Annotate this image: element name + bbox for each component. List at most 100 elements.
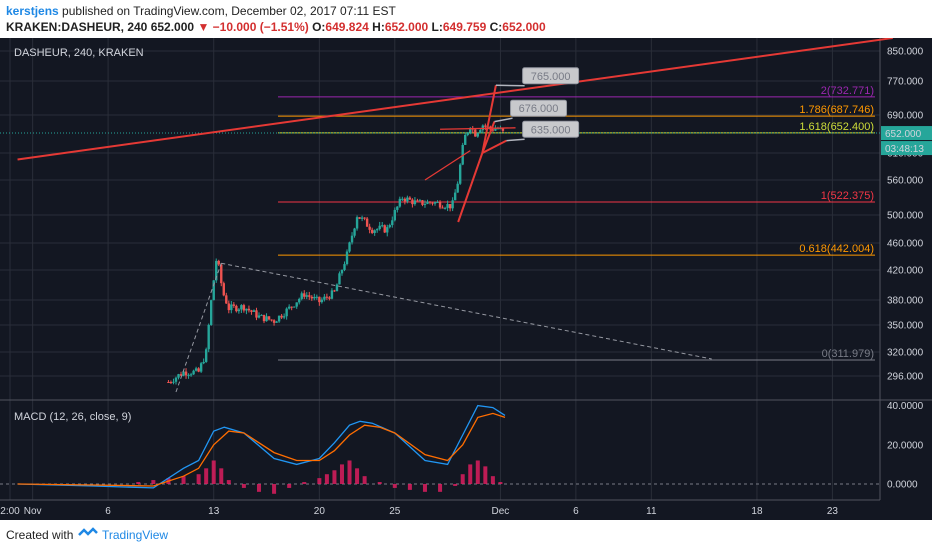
candle-body [227,303,231,311]
candle-body [363,217,366,219]
candle-body [313,296,316,299]
candle-body [272,320,276,323]
fib-label-1: 1(522.375) [821,190,874,202]
price-tick-label: 296.000 [887,372,924,383]
tradingview-link[interactable]: TradingView [102,528,169,542]
fib-label-2: 2(732.771) [821,85,874,97]
fib-label-1.786: 1.786(687.746) [799,104,874,116]
macd-histogram-bar [407,484,412,490]
candle-body [260,314,263,316]
candle-body [267,316,271,320]
red-trend-line [17,38,893,161]
macd-line [17,404,506,489]
candle-body [428,201,432,203]
macd-histogram-bar [483,466,488,484]
macd-tick-label: 0.0000 [887,480,918,491]
candle-body [343,264,346,270]
candle-body [383,225,386,233]
macd-histogram-bar [151,480,156,484]
macd-histogram-bar [317,478,322,484]
candle-body [222,283,225,296]
candle-body [282,316,286,318]
macd-signal-line [17,412,506,487]
candle-body [172,381,175,383]
candle-body [501,128,505,131]
candle-body [391,220,394,226]
close-value: 652.000 [502,20,546,34]
price-chart[interactable]: 0(311.979) 0.618(442.004) 1(522.375) 1.618(… [0,38,932,520]
candle-body [328,297,331,299]
author-link[interactable]: kerstjens [6,4,59,18]
candle-body [240,305,243,310]
macd-histogram-bar [256,484,261,492]
macd-histogram-bar [347,460,352,484]
candle-body [303,293,306,297]
time-tick-label: 18 [751,506,763,517]
macd-histogram-bar [136,482,141,484]
macd-histogram-bar [460,474,465,484]
candle-body [451,200,454,209]
macd-histogram-bar [302,482,307,484]
macd-histogram-bar [204,468,209,484]
macd-histogram-bar [272,484,277,494]
candle-body [262,314,266,322]
candle-body [230,304,233,311]
candle-body [245,308,248,311]
macd-histogram-bar [422,484,427,492]
candle-body [169,382,173,384]
macd-histogram-bar [355,468,360,484]
macd-histogram-bar [287,484,292,488]
candle-body [441,207,444,209]
candle-body [292,306,296,308]
candle-body [353,228,356,236]
candle-body [476,132,479,137]
candle-body [433,202,437,204]
low-value: 649.759 [442,20,487,34]
candle-body [348,242,351,252]
candle-body [184,371,188,376]
candle-body [438,201,442,208]
candle-body [290,306,293,308]
time-tick-label: Dec [492,506,510,517]
time-tick-label: 23 [827,506,839,517]
candle-body [403,198,407,202]
candle-body [182,371,185,376]
time-tick-label: Nov [24,506,42,517]
candle-body [275,321,278,323]
candle-body [177,374,180,378]
callout-label: 676.000 [519,103,559,115]
macd-histogram-bar [219,468,224,484]
candle-body [350,235,354,243]
candle-body [458,164,462,184]
candle-body [388,225,391,228]
candle-body [491,129,495,131]
candle-body [375,229,379,231]
channel-line-lower [424,150,471,181]
macd-histogram-bar [241,484,246,488]
candle-body [413,200,417,205]
candle-body [333,290,336,292]
candle-body [187,374,190,376]
price-tick-label: 420.000 [887,266,924,277]
time-tick-label: 20 [314,506,326,517]
time-tick-label: 25 [389,506,401,517]
chart-area[interactable]: 0(311.979) 0.618(442.004) 1(522.375) 1.618(… [0,38,932,520]
macd-histogram-bar [453,484,458,486]
candle-body [204,349,208,362]
candle-body [212,280,215,301]
publish-info: published on TradingView.com, December 0… [62,4,396,18]
last-price: 652.000 [150,20,195,34]
candle-body [225,295,228,304]
macd-histogram-bar [377,482,382,484]
macd-histogram-bar [226,480,231,484]
candle-body [421,200,424,205]
callout-pointer [494,117,513,123]
candle-body [250,310,253,312]
price-tick-label: 460.000 [887,239,924,250]
candle-body [436,201,439,203]
candle-body [247,308,251,311]
macd-histogram-bar [362,476,367,484]
candle-body [207,324,210,350]
candle-body [242,305,246,311]
callout-pointer [495,84,525,87]
